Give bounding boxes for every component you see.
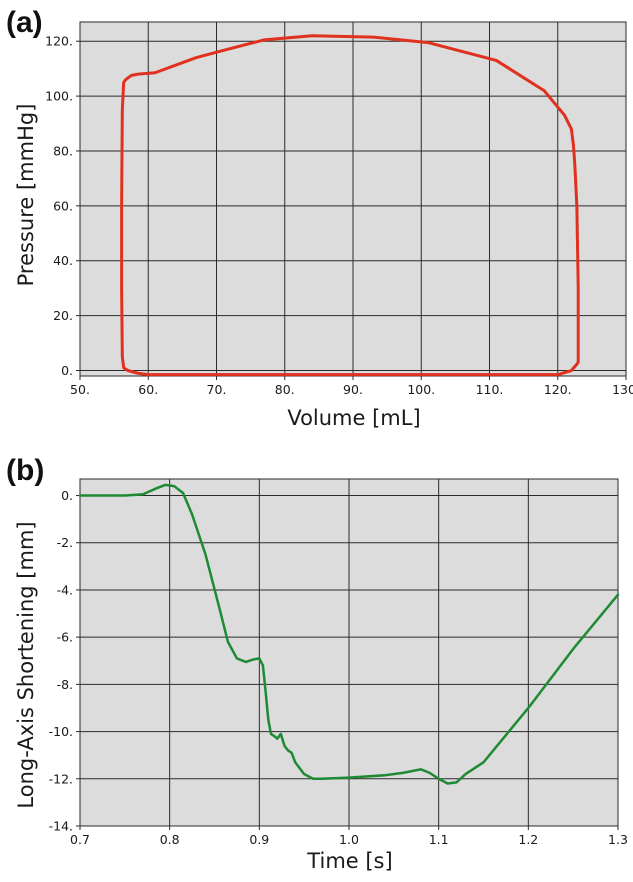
x-tick-label: 80. xyxy=(275,382,295,397)
x-tick-label: 0.8 xyxy=(160,832,180,847)
x-tick-label: 130. xyxy=(612,382,633,397)
x-tick-label: 120. xyxy=(544,382,572,397)
chart-b: (b) 0.7 0.8 0.9 1.0 1.1 1.2 1.3 0. -2. -4. -6. -8. -… xyxy=(6,454,628,873)
chart-a: (a) 50. 60. 70. 80. 90. 100. 110. 120. 130. 0. 20.… xyxy=(6,6,633,430)
y-tick-label: -2. xyxy=(57,535,73,550)
y-axis-title-a: Pressure [mmHg] xyxy=(14,104,38,287)
y-tick-label: 0. xyxy=(61,363,73,378)
x-tick-label: 0.9 xyxy=(249,832,269,847)
y-tick-label: -4. xyxy=(57,582,73,597)
x-tick-label: 90. xyxy=(343,382,363,397)
ticks-a: 50. 60. 70. 80. 90. 100. 110. 120. 130. 0. 20. 40. 6… xyxy=(45,34,633,397)
y-tick-label: 40. xyxy=(53,253,73,268)
panel-label-a: (a) xyxy=(6,6,43,39)
y-tick-label: -14. xyxy=(49,819,73,834)
y-tick-label: -10. xyxy=(49,724,73,739)
y-tick-label: -6. xyxy=(57,630,73,645)
x-axis-title-a: Volume [mL] xyxy=(287,406,420,430)
x-tick-label: 100. xyxy=(407,382,435,397)
y-tick-label: -12. xyxy=(49,771,73,786)
x-tick-label: 60. xyxy=(138,382,158,397)
x-axis-title-b: Time [s] xyxy=(306,849,392,873)
shortening-line xyxy=(78,483,620,785)
x-tick-label: 0.7 xyxy=(70,832,90,847)
y-tick-label: 100. xyxy=(45,89,73,104)
y-tick-label: -8. xyxy=(57,677,73,692)
x-tick-label: 1.1 xyxy=(429,832,449,847)
x-tick-label: 70. xyxy=(207,382,227,397)
x-tick-label: 50. xyxy=(70,382,90,397)
pv-loop-line xyxy=(120,34,580,377)
gridlines-a xyxy=(79,22,627,376)
x-tick-label: 1.2 xyxy=(518,832,538,847)
y-tick-label: 80. xyxy=(53,143,73,158)
ticks-b: 0.7 0.8 0.9 1.0 1.1 1.2 1.3 0. -2. -4. -6. -8. -10. -… xyxy=(49,488,628,847)
x-tick-label: 1.0 xyxy=(339,832,359,847)
x-tick-label: 1.3 xyxy=(608,832,628,847)
y-axis-title-b: Long-Axis Shortening [mm] xyxy=(14,521,38,808)
x-tick-label: 110. xyxy=(476,382,504,397)
panel-label-b: (b) xyxy=(6,454,44,487)
y-tick-label: 0. xyxy=(61,488,73,503)
y-tick-label: 20. xyxy=(53,308,73,323)
y-tick-label: 120. xyxy=(45,34,73,49)
y-tick-label: 60. xyxy=(53,198,73,213)
